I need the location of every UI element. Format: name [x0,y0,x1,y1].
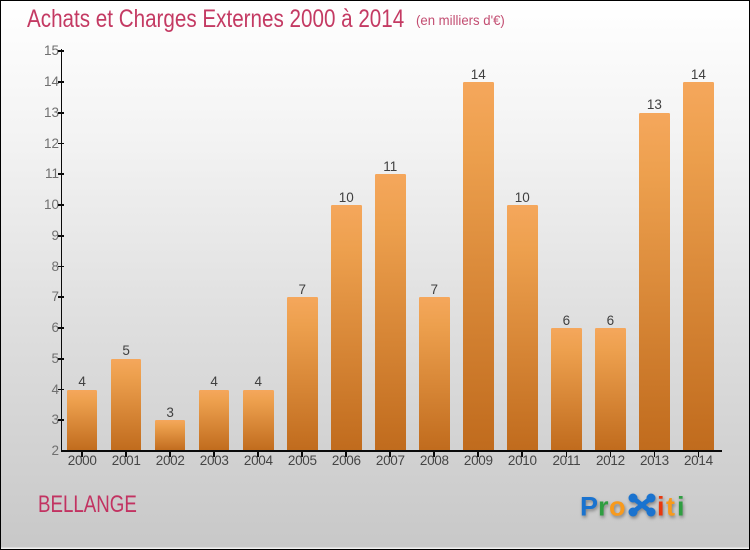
svg-text:o: o [609,492,626,522]
svg-text:i: i [677,492,685,522]
svg-text:i: i [657,492,665,522]
svg-text:P: P [580,492,598,522]
svg-text:t: t [666,492,675,522]
svg-text:r: r [598,492,609,522]
